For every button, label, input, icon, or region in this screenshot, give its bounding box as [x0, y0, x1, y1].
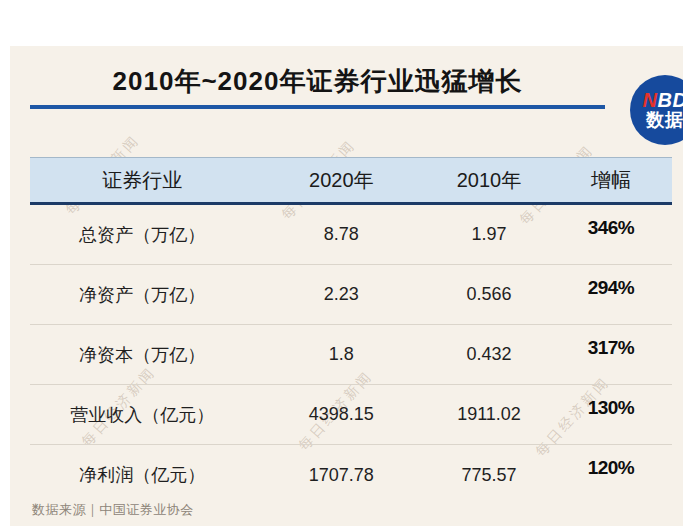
row-label-cell: 净资产（万亿） — [30, 283, 255, 307]
value-2010-cell: 0.566 — [428, 284, 550, 305]
data-source-note: 数据来源｜中国证券业协会 — [32, 501, 194, 519]
logo-letters-bd: BD — [658, 89, 683, 111]
value-2020-cell: 8.78 — [255, 224, 428, 245]
infographic: 每日经济新闻 每日经济新闻 每日经济新闻 每日经济新闻 每日经济新闻 每日经济新… — [0, 0, 700, 526]
growth-cell: 294% — [550, 277, 672, 299]
logo-line2: 数据 — [646, 111, 683, 130]
value-2020-cell: 2.23 — [255, 284, 428, 305]
value-2010-cell: 1911.02 — [428, 404, 550, 425]
title-wrap: 2010年~2020年证券行业迅猛增长 — [30, 64, 605, 99]
row-label-cell: 净利润（亿元） — [30, 463, 255, 487]
data-table: 证券行业 2020年 2010年 增幅 总资产（万亿） 8.78 1.97 34… — [30, 157, 672, 505]
value-2020-cell: 1.8 — [255, 344, 428, 365]
column-header-2020: 2020年 — [255, 167, 428, 194]
growth-cell: 130% — [550, 397, 672, 419]
row-label-cell: 总资产（万亿） — [30, 223, 255, 247]
page-title: 2010年~2020年证券行业迅猛增长 — [113, 66, 523, 96]
column-header-industry: 证券行业 — [30, 167, 255, 194]
growth-cell: 120% — [550, 457, 672, 479]
table-header-row: 证券行业 2020年 2010年 增幅 — [30, 157, 672, 205]
infographic-card: 每日经济新闻 每日经济新闻 每日经济新闻 每日经济新闻 每日经济新闻 每日经济新… — [10, 46, 683, 526]
nbd-data-logo: NBD 数据 — [630, 75, 683, 145]
value-2010-cell: 1.97 — [428, 224, 550, 245]
table-row: 总资产（万亿） 8.78 1.97 346% — [30, 205, 672, 265]
value-2010-cell: 775.57 — [428, 465, 550, 486]
row-label-cell: 营业收入（亿元） — [30, 403, 255, 427]
table-row: 净资产（万亿） 2.23 0.566 294% — [30, 265, 672, 325]
value-2020-cell: 4398.15 — [255, 404, 428, 425]
value-2010-cell: 0.432 — [428, 344, 550, 365]
growth-cell: 317% — [550, 337, 672, 359]
column-header-2010: 2010年 — [428, 167, 550, 194]
growth-cell: 346% — [550, 217, 672, 239]
table-row: 营业收入（亿元） 4398.15 1911.02 130% — [30, 385, 672, 445]
column-header-growth: 增幅 — [550, 167, 672, 194]
value-2020-cell: 1707.78 — [255, 465, 428, 486]
title-underline — [30, 105, 605, 109]
logo-line1: NBD — [643, 90, 683, 111]
row-label-cell: 净资本（万亿） — [30, 343, 255, 367]
table-row: 净利润（亿元） 1707.78 775.57 120% — [30, 445, 672, 505]
table-row: 净资本（万亿） 1.8 0.432 317% — [30, 325, 672, 385]
logo-letter-n: N — [643, 89, 658, 111]
